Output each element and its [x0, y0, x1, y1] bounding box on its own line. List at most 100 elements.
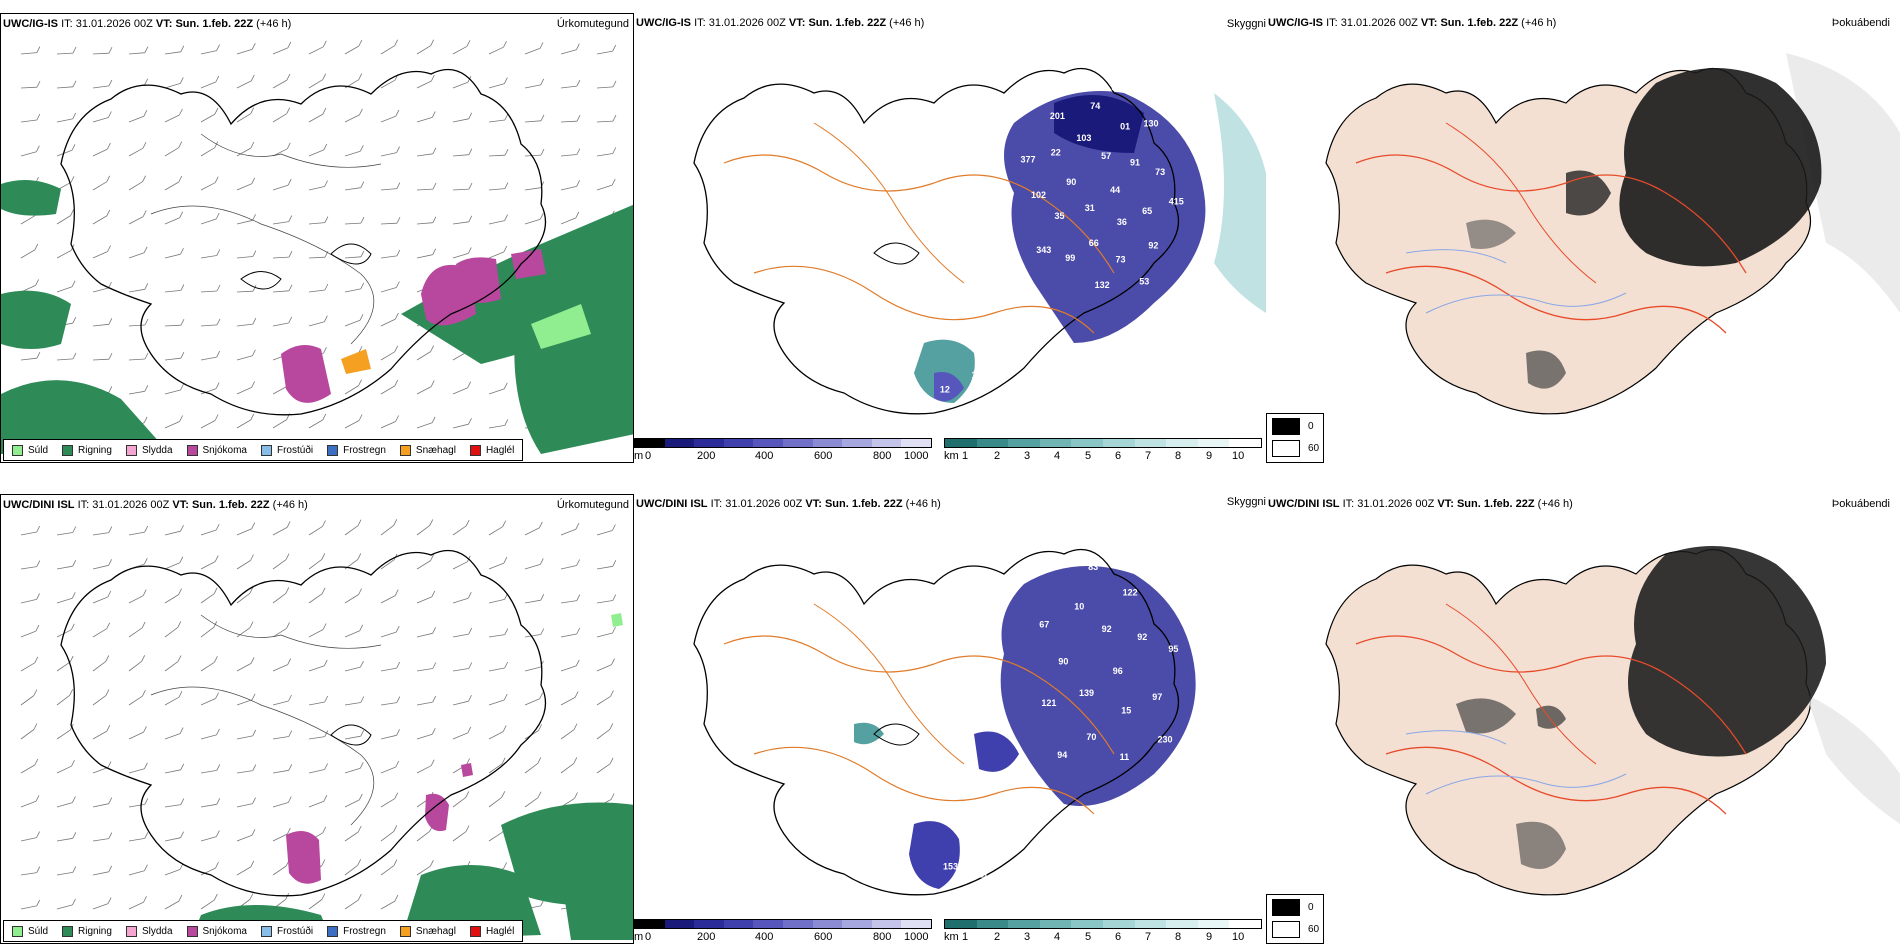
wind-barb — [92, 52, 110, 55]
height-tick: 600 — [814, 450, 833, 462]
wind-barb-flag — [285, 587, 290, 594]
wind-barb — [416, 153, 433, 157]
wind-barb-flag — [107, 897, 112, 904]
wind-barb-flag — [431, 74, 435, 82]
wind-barb-flag — [71, 592, 76, 599]
wind-barb — [560, 85, 577, 89]
km-colorbar-bar — [944, 438, 1262, 448]
wind-barb-flag — [322, 826, 327, 833]
wind-barb — [344, 187, 361, 191]
cloud-base-value: 153 — [943, 861, 958, 871]
wind-barb-flag — [360, 730, 365, 737]
wind-barb-flag — [215, 75, 220, 83]
km-colorbar-bin — [1071, 439, 1103, 447]
height-colorbar-bin — [901, 920, 931, 928]
wind-barb — [20, 119, 37, 123]
cloud-base-value: 201 — [1050, 111, 1065, 121]
wind-barb-flag — [360, 181, 365, 188]
wind-barb-flag — [141, 655, 146, 662]
wind-barb — [272, 184, 289, 191]
wind-barb — [272, 386, 288, 395]
legend-item-frostudi: Frostúði — [260, 444, 313, 456]
wind-barb-flag — [504, 149, 509, 156]
wind-barb-flag — [178, 894, 183, 902]
wind-barb-flag — [468, 662, 473, 669]
wind-barb — [452, 732, 468, 740]
wind-barb-flag — [322, 107, 327, 115]
wind-barb — [344, 385, 359, 395]
wind-barb-flag — [72, 80, 77, 87]
wind-barb — [236, 219, 253, 225]
wind-barb-flag — [539, 213, 544, 220]
legend-item-slydda: Slydda — [125, 925, 173, 937]
wind-barb — [128, 838, 145, 842]
wind-barb — [56, 661, 71, 672]
wind-barb — [308, 629, 324, 638]
wind-barb — [128, 358, 146, 361]
wind-barb — [236, 627, 251, 638]
wind-barb — [452, 188, 470, 191]
wind-barb-flag — [537, 791, 542, 798]
wind-barb — [488, 251, 504, 259]
wind-barb-flag — [576, 43, 580, 50]
wind-barb — [20, 729, 35, 740]
wind-barb — [524, 527, 540, 536]
wind-barb-flag — [142, 175, 146, 182]
wind-barb-flag — [178, 588, 182, 595]
wind-barb — [272, 419, 287, 429]
wind-barb-flag — [36, 145, 40, 152]
wind-barb-flag — [252, 764, 257, 771]
wind-barb — [200, 147, 215, 157]
wind-barb-flag — [286, 521, 291, 528]
km-tick: 7 — [1145, 450, 1152, 462]
wind-barb-flag — [539, 42, 544, 49]
wind-barb — [524, 187, 541, 191]
wind-barb-flag — [142, 589, 147, 596]
wind-barb — [308, 289, 325, 293]
wind-barb — [488, 796, 503, 808]
wind-barb — [20, 151, 37, 157]
wind-barb-flag — [142, 210, 147, 217]
wind-barb — [560, 154, 577, 157]
wind-barb-flag — [576, 79, 581, 87]
wind-barb-flag — [144, 283, 149, 290]
wind-barb — [488, 46, 504, 55]
wind-barb-flag — [69, 689, 74, 696]
km-colorbar-bin — [1134, 920, 1167, 928]
height-unit: m — [634, 931, 644, 943]
wind-barb-flag — [396, 217, 401, 224]
wind-barb — [344, 702, 361, 706]
legend-swatch — [62, 444, 74, 456]
wind-barb — [272, 736, 289, 740]
wind-barb — [272, 628, 287, 638]
wind-barb-flag — [322, 413, 327, 421]
wind-barb — [200, 836, 217, 842]
wind-barb — [308, 899, 323, 910]
wind-barb — [236, 290, 254, 293]
wind-barb — [416, 80, 432, 89]
wind-barb-flag — [324, 283, 329, 291]
cloud-base-value: 95 — [1168, 644, 1178, 654]
wind-barb — [92, 117, 109, 123]
wind-barb — [380, 524, 395, 536]
wind-barb — [488, 388, 505, 395]
wind-barb — [200, 899, 215, 910]
wind-barb — [236, 113, 251, 123]
km-tick: 9 — [1206, 931, 1213, 943]
wind-barb — [308, 769, 325, 774]
wind-barb — [596, 763, 611, 774]
height-unit: m — [634, 450, 644, 462]
cloud-base-value: 36 — [1117, 217, 1127, 227]
wind-barb-flag — [575, 523, 580, 530]
km-unit: km — [944, 450, 959, 462]
wind-barb — [92, 148, 108, 157]
wind-barb — [200, 734, 217, 740]
height-colorbar-bin — [753, 439, 783, 447]
wind-barb — [236, 323, 253, 327]
wind-barb — [308, 321, 325, 327]
wind-barb — [380, 798, 395, 808]
wind-barb — [416, 701, 433, 706]
wind-barb — [236, 866, 252, 876]
wind-barb — [164, 83, 181, 89]
wind-barb — [164, 661, 179, 672]
